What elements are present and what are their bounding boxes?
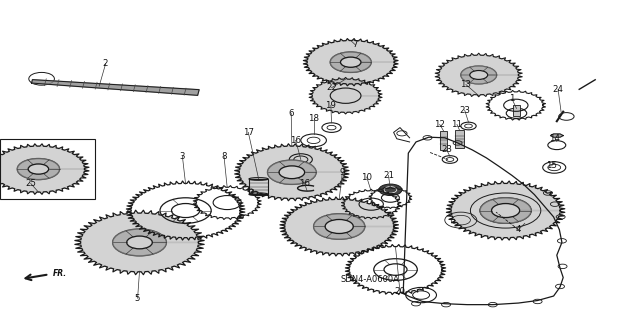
Polygon shape bbox=[285, 199, 394, 254]
Polygon shape bbox=[17, 159, 60, 180]
Text: 13: 13 bbox=[460, 80, 472, 89]
Circle shape bbox=[17, 159, 60, 180]
Bar bbox=[440, 131, 447, 150]
Text: FR.: FR. bbox=[52, 269, 67, 278]
Text: 25: 25 bbox=[25, 179, 36, 188]
Text: 6: 6 bbox=[289, 109, 294, 118]
Polygon shape bbox=[330, 52, 371, 72]
Bar bbox=[249, 179, 268, 194]
Circle shape bbox=[480, 198, 531, 223]
Circle shape bbox=[461, 66, 497, 84]
Polygon shape bbox=[81, 213, 198, 272]
Polygon shape bbox=[550, 134, 563, 137]
Circle shape bbox=[330, 88, 361, 103]
Text: 12: 12 bbox=[434, 120, 445, 129]
Bar bbox=[513, 105, 520, 116]
Circle shape bbox=[268, 160, 316, 184]
Text: 10: 10 bbox=[361, 173, 372, 182]
Text: 18: 18 bbox=[308, 114, 319, 122]
Text: 1: 1 bbox=[509, 94, 515, 103]
Text: SDN4-A0600A: SDN4-A0600A bbox=[340, 275, 399, 284]
Polygon shape bbox=[451, 183, 560, 238]
Circle shape bbox=[113, 229, 166, 256]
Bar bbox=[455, 130, 464, 148]
Text: 23: 23 bbox=[459, 106, 470, 115]
Text: 15: 15 bbox=[546, 161, 557, 170]
Polygon shape bbox=[31, 80, 199, 95]
Text: 9: 9 bbox=[340, 168, 345, 177]
Text: 23: 23 bbox=[441, 145, 452, 154]
Text: 22: 22 bbox=[326, 83, 337, 92]
Text: 17: 17 bbox=[243, 128, 254, 137]
Text: 8: 8 bbox=[221, 152, 227, 161]
Text: 11: 11 bbox=[451, 120, 463, 129]
Text: 19: 19 bbox=[326, 101, 336, 110]
Polygon shape bbox=[307, 41, 394, 84]
Text: 4: 4 bbox=[516, 225, 521, 234]
Text: 14: 14 bbox=[549, 134, 561, 143]
Bar bbox=[0, 139, 95, 199]
Text: 24: 24 bbox=[552, 85, 564, 94]
Text: 16: 16 bbox=[290, 136, 301, 145]
Circle shape bbox=[379, 184, 402, 196]
Polygon shape bbox=[113, 229, 166, 256]
Text: 21: 21 bbox=[383, 171, 394, 180]
Text: 16: 16 bbox=[299, 179, 310, 188]
Polygon shape bbox=[314, 214, 365, 239]
Circle shape bbox=[314, 214, 365, 239]
Text: 20: 20 bbox=[394, 287, 406, 296]
Text: 3: 3 bbox=[180, 152, 185, 161]
Polygon shape bbox=[0, 146, 84, 192]
Polygon shape bbox=[461, 66, 497, 84]
Polygon shape bbox=[239, 146, 344, 198]
Polygon shape bbox=[439, 55, 518, 95]
Text: 2: 2 bbox=[103, 59, 108, 68]
Text: 5: 5 bbox=[135, 294, 140, 303]
Polygon shape bbox=[480, 198, 531, 223]
Polygon shape bbox=[268, 160, 316, 184]
Polygon shape bbox=[312, 79, 379, 112]
Circle shape bbox=[330, 52, 371, 72]
Text: 7: 7 bbox=[353, 40, 358, 49]
